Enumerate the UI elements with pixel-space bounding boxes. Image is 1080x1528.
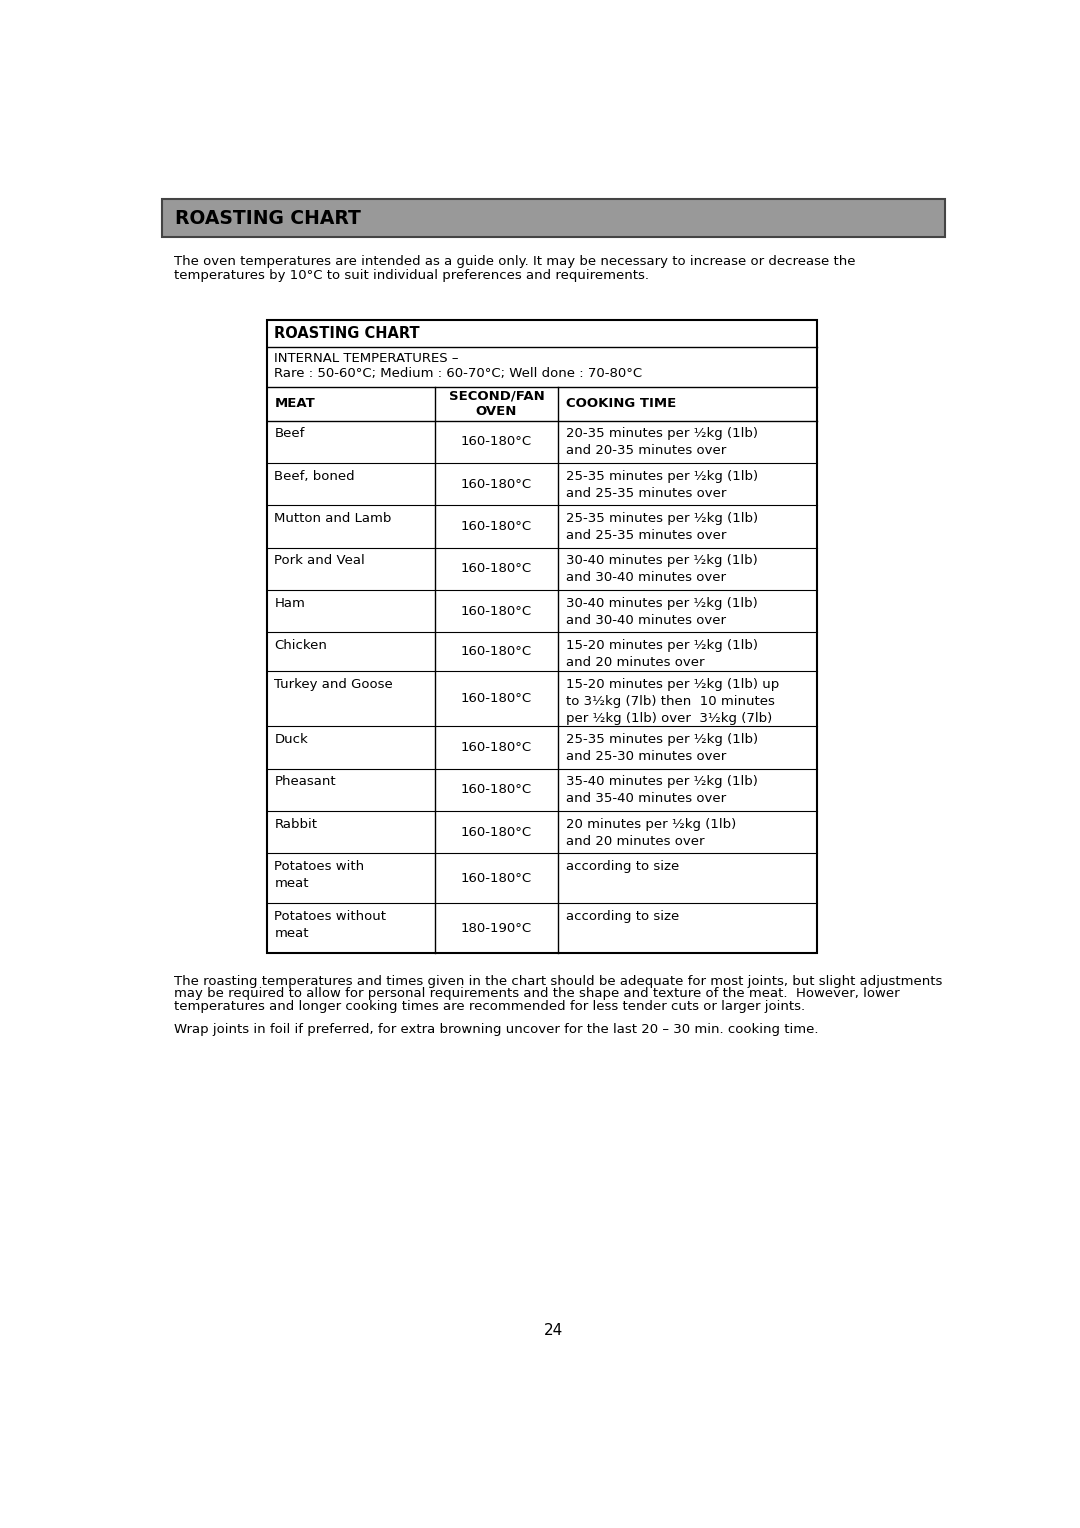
Bar: [267, 321, 816, 953]
Text: INTERNAL TEMPERATURES –: INTERNAL TEMPERATURES –: [274, 351, 459, 365]
Text: 180-190°C: 180-190°C: [461, 921, 532, 935]
Text: Beef, boned: Beef, boned: [274, 469, 355, 483]
Text: Wrap joints in foil if preferred, for extra browning uncover for the last 20 – 3: Wrap joints in foil if preferred, for ex…: [174, 1022, 819, 1036]
Text: Potatoes without
meat: Potatoes without meat: [274, 911, 387, 940]
Text: Rare : 50-60°C; Medium : 60-70°C; Well done : 70-80°C: Rare : 50-60°C; Medium : 60-70°C; Well d…: [274, 367, 643, 379]
Text: 160-180°C: 160-180°C: [461, 520, 532, 533]
Text: according to size: according to size: [566, 911, 679, 923]
Text: 160-180°C: 160-180°C: [461, 645, 532, 659]
Text: The roasting temperatures and times given in the chart should be adequate for mo: The roasting temperatures and times give…: [174, 975, 942, 989]
Text: 20 minutes per ½kg (1lb)
and 20 minutes over: 20 minutes per ½kg (1lb) and 20 minutes …: [566, 817, 737, 848]
Text: Pork and Veal: Pork and Veal: [274, 555, 365, 567]
Text: 160-180°C: 160-180°C: [461, 825, 532, 839]
Text: 160-180°C: 160-180°C: [461, 692, 532, 704]
Text: ROASTING CHART: ROASTING CHART: [175, 208, 361, 228]
Text: ROASTING CHART: ROASTING CHART: [274, 325, 420, 341]
Text: 20-35 minutes per ½kg (1lb)
and 20-35 minutes over: 20-35 minutes per ½kg (1lb) and 20-35 mi…: [566, 428, 758, 457]
Text: 25-35 minutes per ½kg (1lb)
and 25-30 minutes over: 25-35 minutes per ½kg (1lb) and 25-30 mi…: [566, 733, 758, 762]
Text: 25-35 minutes per ½kg (1lb)
and 25-35 minutes over: 25-35 minutes per ½kg (1lb) and 25-35 mi…: [566, 512, 758, 542]
Text: 160-180°C: 160-180°C: [461, 435, 532, 448]
Text: 24: 24: [544, 1323, 563, 1339]
Text: 160-180°C: 160-180°C: [461, 872, 532, 885]
Text: 30-40 minutes per ½kg (1lb)
and 30-40 minutes over: 30-40 minutes per ½kg (1lb) and 30-40 mi…: [566, 555, 758, 585]
Text: Rabbit: Rabbit: [274, 817, 318, 831]
Text: may be required to allow for personal requirements and the shape and texture of : may be required to allow for personal re…: [174, 987, 900, 1001]
Text: 160-180°C: 160-180°C: [461, 605, 532, 617]
Text: SECOND/FAN
OVEN: SECOND/FAN OVEN: [448, 390, 544, 417]
Text: 160-180°C: 160-180°C: [461, 784, 532, 796]
Text: temperatures by 10°C to suit individual preferences and requirements.: temperatures by 10°C to suit individual …: [174, 269, 649, 281]
Text: Duck: Duck: [274, 733, 308, 746]
Text: 160-180°C: 160-180°C: [461, 478, 532, 490]
Text: COOKING TIME: COOKING TIME: [566, 397, 676, 410]
Text: Chicken: Chicken: [274, 639, 327, 652]
Text: Turkey and Goose: Turkey and Goose: [274, 678, 393, 691]
Text: 160-180°C: 160-180°C: [461, 562, 532, 575]
Text: 30-40 minutes per ½kg (1lb)
and 30-40 minutes over: 30-40 minutes per ½kg (1lb) and 30-40 mi…: [566, 597, 758, 626]
Text: The oven temperatures are intended as a guide only. It may be necessary to incre: The oven temperatures are intended as a …: [174, 255, 855, 267]
Text: 35-40 minutes per ½kg (1lb)
and 35-40 minutes over: 35-40 minutes per ½kg (1lb) and 35-40 mi…: [566, 776, 758, 805]
Text: 15-20 minutes per ½kg (1lb)
and 20 minutes over: 15-20 minutes per ½kg (1lb) and 20 minut…: [566, 639, 758, 669]
Text: MEAT: MEAT: [274, 397, 315, 410]
Text: Mutton and Lamb: Mutton and Lamb: [274, 512, 392, 526]
Text: Potatoes with
meat: Potatoes with meat: [274, 860, 365, 891]
Bar: [162, 199, 945, 237]
Text: 25-35 minutes per ½kg (1lb)
and 25-35 minutes over: 25-35 minutes per ½kg (1lb) and 25-35 mi…: [566, 469, 758, 500]
Text: Ham: Ham: [274, 597, 306, 610]
Text: temperatures and longer cooking times are recommended for less tender cuts or la: temperatures and longer cooking times ar…: [174, 999, 805, 1013]
Text: 160-180°C: 160-180°C: [461, 741, 532, 753]
Text: 15-20 minutes per ½kg (1lb) up
to 3½kg (7lb) then  10 minutes
per ½kg (1lb) over: 15-20 minutes per ½kg (1lb) up to 3½kg (…: [566, 678, 780, 724]
Text: according to size: according to size: [566, 860, 679, 872]
Text: Beef: Beef: [274, 428, 305, 440]
Text: Pheasant: Pheasant: [274, 776, 336, 788]
